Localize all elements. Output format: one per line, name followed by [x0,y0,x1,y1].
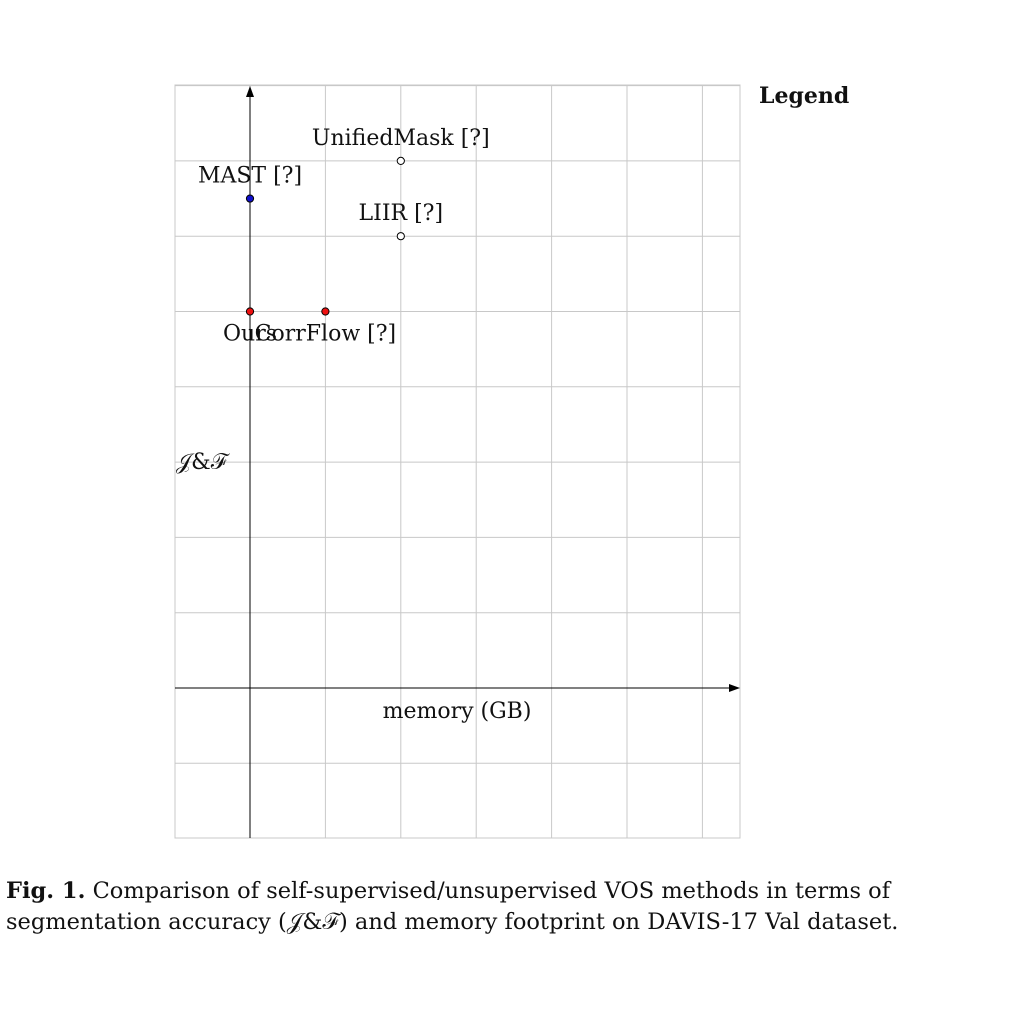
axes [175,86,740,838]
legend-title: Legend [759,83,849,109]
data-point [396,156,405,165]
grid-border [174,84,741,839]
point-label: MAST [?] [198,164,302,189]
x-axis-label: memory (GB) [383,699,532,724]
scatter-chart: UnifiedMask [?] MAST [?] LIIR [?] OursCorrF… [174,83,849,839]
data-point [245,307,255,316]
caption-text: Comparison of self-supervised/unsupervis… [6,878,899,935]
figure-caption: Fig. 1. Comparison of self-supervised/un… [6,876,1020,938]
data-points [245,156,405,316]
point-labels: UnifiedMask [?] MAST [?] LIIR [?] OursCorrF… [198,126,490,347]
point-label: UnifiedMask [?] [312,126,490,151]
y-axis-label: 𝒥&ℱ [176,450,231,475]
data-point [245,194,255,203]
grid-lines [174,84,741,839]
y-axis-arrow [246,86,254,97]
x-axis-arrow [729,684,740,692]
caption-label: Fig. 1. [6,878,86,904]
point-label: Ours [223,322,277,347]
data-point [321,307,330,316]
point-label: LIIR [?] [359,201,444,226]
data-point [396,232,405,241]
point-label: CorrFlow [?] [255,322,396,347]
